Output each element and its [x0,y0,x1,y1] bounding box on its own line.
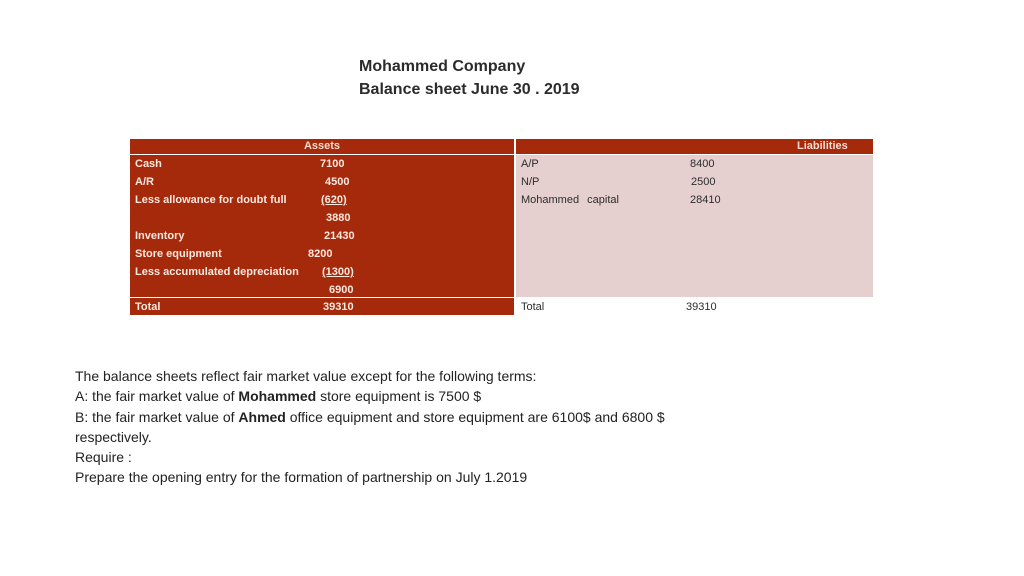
asset-value: 3880 [326,212,351,224]
asset-value: (1300) [322,266,354,278]
asset-label: Less allowance for doubt full [135,194,287,206]
assets-total-label: Total [135,301,161,313]
liability-label-name: Mohammed [521,194,580,206]
asset-label: Less accumulated depreciation [135,266,299,278]
asset-value: (620) [321,194,347,206]
liability-label: Mohammed capital [521,193,619,207]
liabilities-total-value: 39310 [686,301,717,313]
liability-value: 8400 [690,158,715,170]
liability-label-capital: capital [587,194,619,206]
balance-sheet-subtitle: Balance sheet June 30 . 2019 [359,81,580,98]
asset-value: 4500 [325,176,350,188]
notes-bold: Ahmed [238,408,286,425]
liabilities-total-row [516,297,873,315]
liabilities-heading-text: Liabilities [797,140,848,152]
notes-line: The balance sheets reflect fair market v… [75,368,537,384]
company-title: Mohammed Company [359,58,526,75]
title-block: Mohammed Company Balance sheet June 30 .… [359,55,580,101]
asset-label: Cash [135,158,162,170]
total-divider [130,297,514,298]
asset-value: 8200 [308,248,333,260]
problem-notes: The balance sheets reflect fair market v… [75,366,835,488]
liability-value: 28410 [690,194,721,206]
asset-label: Inventory [135,230,185,242]
notes-line: respectively. [75,428,152,445]
notes-bold: Mohammed [238,388,317,405]
assets-total-value: 39310 [323,301,354,313]
notes-text: office equipment and store equipment are… [285,408,665,425]
liabilities-total-label: Total [521,301,545,313]
notes-line: B: the fair market value of Ahmed office… [75,407,835,427]
notes-text: store equipment is 7500 $ [316,388,482,405]
liabilities-column: Liabilities A/P 8400 N/P 2500 Mohammed c… [516,139,873,315]
assets-heading: Assets [130,139,514,154]
notes-line: A: the fair market value of Mohammed sto… [75,386,835,406]
liability-label: N/P [521,176,540,188]
notes-line: Prepare the opening entry for the format… [75,469,528,486]
header-divider [516,154,873,155]
balance-sheet-table: Assets Cash 7100 A/R 4500 Less allowance… [130,139,873,315]
liability-value: 2500 [691,176,716,188]
notes-text: A: the fair market value of [75,388,239,405]
asset-label: A/R [135,176,154,188]
notes-text: B: the fair market value of [75,408,239,425]
header-divider [130,154,514,155]
liability-label: A/P [521,158,539,170]
asset-value: 7100 [320,158,345,170]
notes-line: Require : [75,449,132,466]
assets-column: Assets Cash 7100 A/R 4500 Less allowance… [130,139,514,315]
liabilities-heading: Liabilities [516,139,873,154]
asset-label: Store equipment [135,248,222,260]
asset-value: 6900 [329,284,354,296]
asset-value: 21430 [324,230,355,242]
